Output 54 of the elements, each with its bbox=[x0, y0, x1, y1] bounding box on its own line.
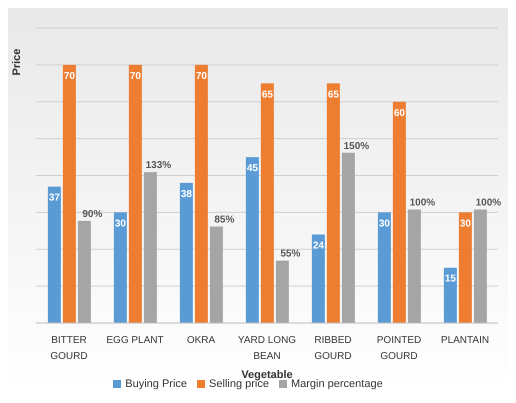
legend-label: Margin percentage bbox=[290, 378, 383, 390]
bar bbox=[62, 64, 76, 323]
bar bbox=[128, 64, 142, 323]
data-label: 45 bbox=[246, 163, 258, 174]
data-label: 65 bbox=[328, 89, 340, 100]
bar bbox=[276, 260, 289, 323]
data-label: 100% bbox=[476, 198, 502, 209]
bar bbox=[194, 64, 208, 323]
bar bbox=[342, 152, 355, 323]
x-tick-label: OKRA bbox=[186, 335, 216, 346]
data-label: 24 bbox=[312, 240, 324, 252]
bar bbox=[260, 83, 274, 323]
data-label: 15 bbox=[444, 274, 456, 285]
data-label: 70 bbox=[196, 70, 208, 82]
bar bbox=[444, 268, 457, 323]
data-label: 60 bbox=[394, 108, 406, 119]
x-tick-label: BITTER GOURD bbox=[50, 335, 88, 362]
data-label: 30 bbox=[378, 218, 390, 230]
bar bbox=[114, 212, 127, 323]
data-label: 133% bbox=[146, 160, 172, 172]
data-label: 150% bbox=[344, 140, 370, 152]
data-label: 100% bbox=[410, 198, 436, 209]
y-axis-title: Price bbox=[10, 48, 23, 76]
data-label: 90% bbox=[82, 208, 102, 220]
bar bbox=[210, 226, 223, 323]
bar bbox=[378, 212, 391, 323]
bar bbox=[312, 234, 325, 323]
data-label: 65 bbox=[262, 89, 274, 100]
bar bbox=[180, 182, 193, 323]
data-label: 70 bbox=[64, 70, 76, 82]
bar bbox=[392, 102, 406, 323]
data-label: 38 bbox=[180, 188, 192, 200]
data-label: 85% bbox=[214, 214, 234, 226]
data-label: 70 bbox=[130, 70, 142, 82]
legend-label: Buying Price bbox=[125, 378, 188, 390]
legend-label: Selling price bbox=[209, 378, 269, 390]
bar bbox=[246, 157, 259, 323]
data-label: 30 bbox=[460, 218, 472, 230]
data-label: 30 bbox=[114, 218, 126, 230]
x-axis-title: Vegetable bbox=[241, 369, 293, 381]
bar bbox=[474, 210, 487, 323]
data-label: 55% bbox=[280, 248, 300, 260]
x-tick-label: POINTED GOURD bbox=[376, 335, 422, 362]
bar bbox=[48, 186, 61, 323]
x-tick-label: RIBBED GOURD bbox=[314, 335, 352, 362]
data-label: 37 bbox=[48, 192, 60, 204]
bar bbox=[144, 172, 157, 323]
bar bbox=[458, 212, 472, 323]
bar bbox=[408, 210, 421, 323]
bar bbox=[326, 83, 340, 323]
x-tick-label: YARD LONG BEAN bbox=[238, 335, 296, 362]
x-tick-label: PLANTAIN bbox=[440, 335, 490, 346]
x-tick-label: EGG PLANT bbox=[106, 335, 164, 346]
bar bbox=[78, 220, 91, 323]
